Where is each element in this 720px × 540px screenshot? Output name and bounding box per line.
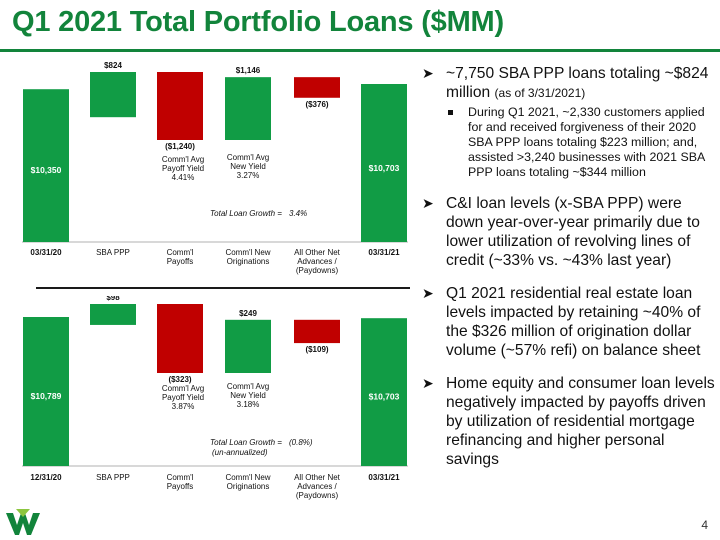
annotation-growth-value: (0.8%) — [289, 438, 313, 447]
value-label: $10,703 — [369, 391, 400, 401]
bullet-text: Home equity and consumer loan levels neg… — [446, 375, 715, 468]
value-label: $10,703 — [369, 163, 400, 173]
annotation-growth-sub: (un-annualized) — [212, 448, 268, 457]
annotation-payoff-yield: Comm'l Avg Payoff Yield 3.87% — [162, 384, 204, 411]
bullet-text: C&I loan levels (x-SBA PPP) were down ye… — [446, 195, 700, 269]
square-bullet-icon — [448, 110, 453, 115]
arrow-bullet-icon: ➤ — [422, 65, 434, 81]
bar-change-Comm'l New Originations — [225, 77, 271, 140]
page-number: 4 — [701, 518, 708, 532]
category-label: SBA PPP — [96, 248, 130, 257]
company-logo-icon — [6, 509, 40, 535]
bar-change-All Other Net Advances / (Paydowns) — [294, 77, 340, 98]
value-label: ($376) — [305, 100, 328, 109]
bullet-sba-ppp: ➤ ~7,750 SBA PPP loans totaling ~$824 mi… — [420, 64, 716, 103]
bar-change-Comm'l Payoffs — [157, 72, 203, 140]
bar-total-12/31/20 — [23, 317, 69, 466]
annotation-growth-value: 3.4% — [289, 209, 307, 218]
sub-bullet-text: During Q1 2021, ~2,330 customers applied… — [468, 105, 705, 179]
category-label: Comm'l Payoffs — [167, 473, 194, 491]
bar-change-Comm'l Payoffs — [157, 304, 203, 373]
category-label: Comm'l New Originations — [225, 473, 270, 491]
category-label: Comm'l New Originations — [225, 248, 270, 266]
value-label: $1,146 — [236, 66, 261, 75]
arrow-bullet-icon: ➤ — [422, 285, 434, 301]
annotation-new-yield: Comm'l Avg New Yield 3.27% — [227, 153, 269, 180]
arrow-bullet-icon: ➤ — [422, 195, 434, 211]
value-label: $10,789 — [31, 391, 62, 401]
category-label: SBA PPP — [96, 473, 130, 482]
category-label: 03/31/20 — [30, 248, 62, 257]
bullet-residential-loans: ➤ Q1 2021 residential real estate loan l… — [420, 284, 716, 360]
bar-total-03/31/21 — [361, 84, 407, 242]
commentary-bullets: ➤ ~7,750 SBA PPP loans totaling ~$824 mi… — [420, 64, 716, 469]
annotation-growth-label: Total Loan Growth = — [210, 438, 282, 447]
category-label: All Other Net Advances / (Paydowns) — [294, 248, 341, 275]
waterfall-chart-quarter-over-quarter: $10,789 $98 ($323) $249 ($109) $10,703 12/31/2… — [22, 296, 408, 500]
bullet-text: Q1 2021 residential real estate loan lev… — [446, 285, 701, 359]
page-title: Q1 2021 Total Portfolio Loans ($MM) — [12, 6, 504, 38]
chart-divider — [36, 287, 410, 289]
category-label: Comm'l Payoffs — [167, 248, 194, 266]
bar-total-03/31/20 — [23, 89, 69, 242]
title-rule — [0, 49, 720, 52]
bullet-date-note: (as of 3/31/2021) — [494, 86, 586, 100]
value-label: ($323) — [168, 375, 191, 384]
category-label: 12/31/20 — [30, 473, 62, 482]
annotation-growth-label: Total Loan Growth = — [210, 209, 282, 218]
bullet-home-equity: ➤ Home equity and consumer loan levels n… — [420, 374, 716, 469]
bar-change-SBA PPP — [90, 304, 136, 325]
bullet-text: ~7,750 SBA PPP loans totaling ~$824 mill… — [446, 65, 709, 101]
value-label: ($1,240) — [165, 142, 195, 151]
annotation-new-yield: Comm'l Avg New Yield 3.18% — [227, 382, 269, 409]
sub-bullet-forgiveness: During Q1 2021, ~2,330 customers applied… — [420, 105, 716, 180]
bar-change-All Other Net Advances / (Paydowns) — [294, 319, 340, 344]
bar-total-03/31/21 — [361, 318, 407, 466]
waterfall-chart-year-over-year: $10,350 $824 ($1,240) $1,146 ($376) $10,703 03… — [22, 62, 408, 275]
value-label: $824 — [104, 62, 122, 70]
arrow-bullet-icon: ➤ — [422, 375, 434, 391]
category-label: 03/31/21 — [368, 248, 400, 257]
value-label: ($109) — [305, 345, 328, 354]
bullet-cni-loans: ➤ C&I loan levels (x-SBA PPP) were down … — [420, 194, 716, 270]
annotation-payoff-yield: Comm'l Avg Payoff Yield 4.41% — [162, 155, 204, 182]
category-label: 03/31/21 — [368, 473, 400, 482]
value-label: $98 — [106, 296, 120, 302]
bar-change-Comm'l New Originations — [225, 319, 271, 373]
value-label: $10,350 — [31, 165, 62, 175]
category-label: All Other Net Advances / (Paydowns) — [294, 473, 341, 500]
bar-change-SBA PPP — [90, 72, 136, 118]
value-label: $249 — [239, 309, 257, 318]
